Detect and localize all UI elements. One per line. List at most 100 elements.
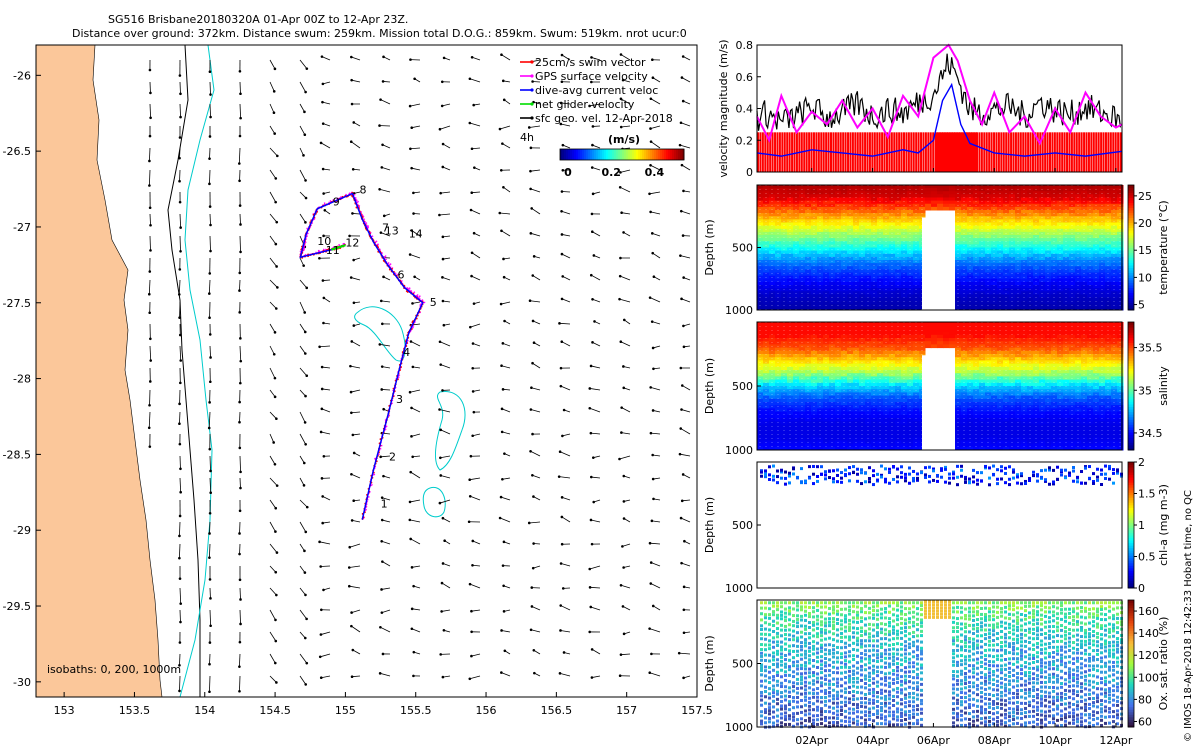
swim-speed-bar: [1053, 132, 1056, 172]
section-cell: [1003, 216, 1010, 220]
y-tick-label: 0.4: [736, 103, 754, 116]
current-vector-head: [320, 387, 324, 391]
current-vector: [650, 141, 661, 149]
section-cell: [847, 402, 854, 406]
section-cell: [1027, 210, 1034, 214]
section-cell: [955, 266, 962, 270]
current-vector-head: [683, 539, 686, 543]
colorbar-cell: [1128, 235, 1134, 238]
current-vector: [530, 169, 541, 172]
section-cell: [835, 354, 842, 358]
section-cell: [1003, 222, 1010, 227]
section-cell: [859, 216, 866, 220]
section-cell: [967, 294, 974, 298]
current-vector-head: [622, 517, 626, 520]
section-cell: [865, 185, 872, 189]
glider-track: [299, 192, 424, 520]
section-cell: [805, 366, 812, 371]
section-cell: [829, 363, 836, 368]
section-cell: [871, 238, 878, 242]
section-cell: [865, 197, 872, 202]
section-cell: [1003, 241, 1010, 245]
swim-speed-bar: [849, 132, 852, 172]
section-cell: [1105, 285, 1112, 289]
section-cell: [979, 185, 986, 189]
current-vector-head: [179, 490, 182, 494]
section-cell: [847, 294, 854, 298]
section-cell: [775, 405, 782, 409]
section-cell: [835, 446, 842, 451]
section-cell: [889, 297, 896, 302]
section-cell: [1075, 228, 1082, 233]
section-cell: [793, 370, 800, 374]
section-cell: [811, 194, 818, 198]
section-cell: [973, 185, 980, 189]
section-cell: [817, 398, 824, 403]
section-cell: [799, 341, 806, 345]
current-vector-head: [500, 671, 503, 674]
section-cell: [913, 238, 920, 242]
current-vector-head: [471, 366, 475, 370]
section-cell: [997, 194, 1004, 198]
section-cell: [823, 363, 830, 368]
section-cell: [757, 379, 764, 384]
current-vector: [681, 409, 691, 413]
section-cell: [1021, 263, 1028, 267]
section-cell: [793, 363, 800, 368]
section-cell: [841, 285, 848, 289]
section-cell: [1051, 194, 1058, 198]
section-cell: [1033, 297, 1040, 302]
current-vector-head: [531, 361, 534, 365]
section-cell: [1033, 200, 1040, 205]
section-cell: [811, 386, 818, 390]
section-cell: [757, 263, 764, 267]
section-cell: [835, 272, 842, 277]
section-cell: [1075, 285, 1082, 289]
section-cell: [799, 241, 806, 245]
section-cell: [991, 256, 998, 261]
section-cell: [1093, 241, 1100, 245]
section-cell: [799, 228, 806, 233]
section-cell: [769, 281, 776, 286]
section-cell: [757, 210, 764, 214]
current-vector-head: [619, 256, 622, 260]
section-cell: [1063, 213, 1070, 217]
section-cell: [847, 216, 854, 220]
swim-speed-bar: [983, 132, 986, 172]
section-cell: [1069, 297, 1076, 302]
section-cell: [985, 285, 992, 289]
section-cell: [913, 253, 920, 258]
section-cell: [847, 411, 854, 416]
current-vector-head: [441, 257, 445, 261]
section-cell: [757, 269, 764, 273]
section-cell: [1081, 294, 1088, 298]
section-cell: [865, 300, 872, 305]
section-cell: [1033, 244, 1040, 248]
colorbar-cell: [586, 149, 589, 160]
section-cell: [787, 373, 794, 377]
section-cell: [787, 281, 794, 286]
legend-label: sfc geo. vel. 12-Apr-2018: [535, 112, 673, 125]
colorbar-cell: [1128, 187, 1134, 191]
section-cell: [781, 225, 788, 230]
current-vector-head: [681, 473, 685, 476]
section-cell: [901, 272, 908, 277]
section-cell: [1087, 272, 1094, 277]
current-vector-head: [648, 192, 651, 196]
colorbar-cell: [1128, 282, 1134, 286]
current-vector-head: [238, 552, 241, 556]
current-vector-head: [238, 689, 241, 693]
swim-speed-bar: [929, 132, 932, 172]
section-cell: [769, 402, 776, 406]
current-vector-head: [502, 540, 506, 544]
section-cell: [817, 414, 824, 419]
current-vector-head: [352, 121, 356, 124]
current-vector: [299, 169, 306, 181]
section-cell: [769, 414, 776, 419]
section-cell: [853, 194, 860, 198]
current-vector: [269, 235, 277, 245]
current-vector-head: [410, 166, 413, 170]
section-cell: [1039, 213, 1046, 217]
colorbar-cell: [1128, 255, 1134, 258]
section-cell: [763, 427, 770, 432]
